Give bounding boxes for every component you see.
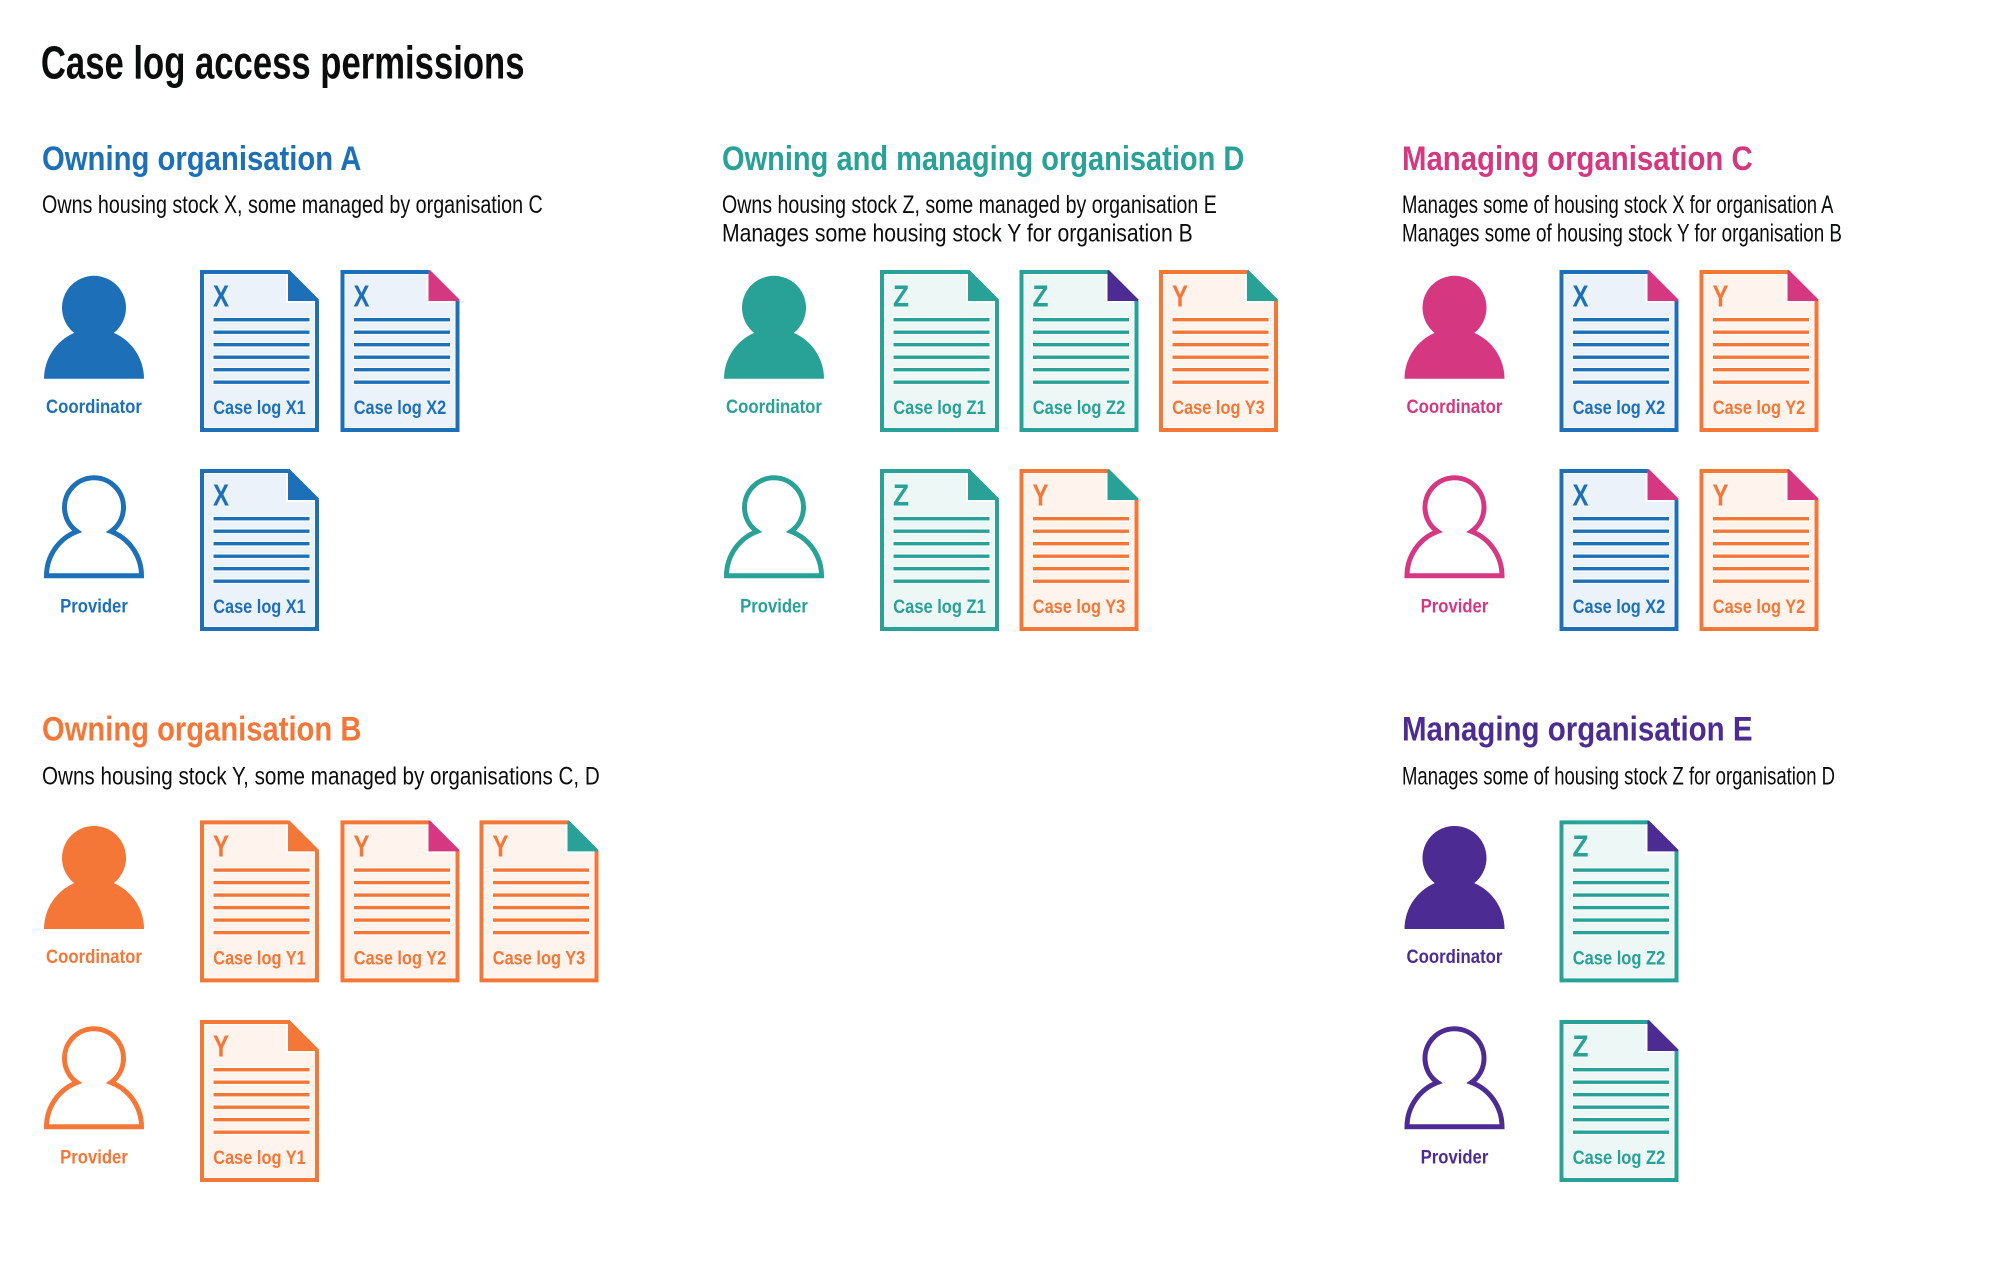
svg-text:Coordinator: Coordinator	[46, 946, 142, 968]
svg-text:X: X	[213, 278, 229, 313]
svg-text:Owning organisation B: Owning organisation B	[42, 710, 361, 748]
svg-text:Y: Y	[1713, 477, 1729, 512]
svg-text:X: X	[354, 278, 370, 313]
svg-text:Manages some of housing stock: Manages some of housing stock Y for orga…	[1402, 220, 1842, 248]
svg-text:Case log Z2: Case log Z2	[1573, 1148, 1666, 1169]
svg-text:Owns housing stock X, some man: Owns housing stock X, some managed by or…	[42, 191, 543, 219]
svg-text:Provider: Provider	[1421, 1146, 1489, 1168]
svg-text:Provider: Provider	[60, 595, 128, 617]
svg-text:Case log X2: Case log X2	[354, 398, 447, 419]
svg-text:Owning organisation A: Owning organisation A	[42, 140, 361, 178]
svg-text:Case log Y2: Case log Y2	[1713, 597, 1806, 618]
svg-text:X: X	[1573, 477, 1589, 512]
svg-text:Case log Y3: Case log Y3	[493, 948, 586, 969]
svg-text:Case log Y1: Case log Y1	[213, 948, 306, 969]
svg-text:Y: Y	[213, 1028, 229, 1063]
svg-text:X: X	[213, 477, 229, 512]
svg-text:Case log access permissions: Case log access permissions	[41, 37, 525, 89]
svg-text:Y: Y	[493, 829, 509, 864]
svg-text:Owns housing stock Y, some man: Owns housing stock Y, some managed by or…	[42, 762, 600, 790]
svg-text:Coordinator: Coordinator	[1407, 396, 1503, 418]
svg-text:Y: Y	[1713, 278, 1729, 313]
svg-text:Case log Y2: Case log Y2	[354, 948, 447, 969]
svg-text:Z: Z	[1573, 829, 1589, 864]
svg-text:Y: Y	[1033, 477, 1049, 512]
svg-text:Y: Y	[354, 829, 370, 864]
svg-text:Case log Y3: Case log Y3	[1033, 597, 1126, 618]
svg-text:Managing organisation E: Managing organisation E	[1402, 710, 1753, 748]
svg-text:Case log Z2: Case log Z2	[1033, 398, 1126, 419]
svg-text:Z: Z	[893, 278, 909, 313]
svg-text:Case log Z1: Case log Z1	[893, 398, 986, 419]
svg-text:Case log X1: Case log X1	[213, 398, 306, 419]
svg-text:Case log Z1: Case log Z1	[893, 597, 986, 618]
svg-text:Z: Z	[893, 477, 909, 512]
svg-text:Case log Z2: Case log Z2	[1573, 948, 1666, 969]
svg-text:Owns housing stock Z, some man: Owns housing stock Z, some managed by or…	[722, 191, 1217, 219]
svg-text:Case log X2: Case log X2	[1573, 597, 1666, 618]
svg-text:Case log Y3: Case log Y3	[1172, 398, 1265, 419]
svg-text:Case log X2: Case log X2	[1573, 398, 1666, 419]
svg-text:Provider: Provider	[1421, 595, 1489, 617]
svg-text:Case log Y2: Case log Y2	[1713, 398, 1806, 419]
svg-text:Coordinator: Coordinator	[1407, 946, 1503, 968]
svg-text:Provider: Provider	[740, 595, 808, 617]
svg-text:Coordinator: Coordinator	[726, 396, 822, 418]
svg-text:Case log Y1: Case log Y1	[213, 1148, 306, 1169]
svg-text:Managing organisation C: Managing organisation C	[1402, 140, 1753, 178]
svg-text:Provider: Provider	[60, 1146, 128, 1168]
svg-text:Manages some of housing stock: Manages some of housing stock X for orga…	[1402, 191, 1834, 219]
svg-text:Z: Z	[1033, 278, 1049, 313]
svg-text:Y: Y	[213, 829, 229, 864]
svg-text:Owning and managing organisati: Owning and managing organisation D	[722, 140, 1244, 178]
svg-text:Coordinator: Coordinator	[46, 396, 142, 418]
svg-text:Case log X1: Case log X1	[213, 597, 306, 618]
svg-text:Y: Y	[1172, 278, 1188, 313]
svg-text:X: X	[1573, 278, 1589, 313]
svg-text:Manages some of housing stock: Manages some of housing stock Z for orga…	[1402, 762, 1835, 790]
svg-text:Manages some housing stock Y f: Manages some housing stock Y for organis…	[722, 220, 1193, 248]
svg-text:Z: Z	[1573, 1028, 1589, 1063]
